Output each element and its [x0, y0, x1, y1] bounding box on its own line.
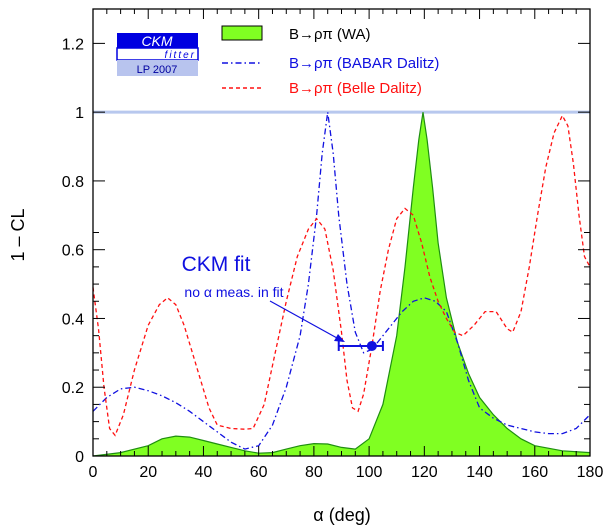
legend-label-wa: B→ρπ (WA) [289, 26, 370, 43]
y-tick-label: 0 [75, 449, 84, 466]
y-axis-title: 1 – CL [8, 208, 28, 261]
x-tick-label: 180 [577, 464, 604, 481]
series-wa-line [92, 112, 591, 457]
logo-subtitle: fitter [165, 50, 196, 61]
y-tick-label: 0.8 [62, 174, 84, 191]
series-wa-area [93, 112, 590, 456]
x-tick-label: 160 [521, 464, 548, 481]
ckm-fit-label: CKM fit [182, 253, 251, 276]
logo-title-box [117, 33, 198, 48]
ckm-fit-point [366, 340, 377, 351]
ckm-fit-arrow [269, 300, 338, 339]
legend-label-belle: B→ρπ (Belle Dalitz) [289, 80, 422, 97]
logo-event-box [117, 60, 198, 76]
ckm-fit-sublabel: no α meas. in fit [184, 284, 283, 300]
legend: B→ρπ (WA) B→ρπ (BABAR Dalitz) B→ρπ (Bell… [221, 25, 439, 97]
y-tick-label: 0.2 [62, 380, 84, 397]
plot-frame [92, 8, 591, 457]
ckm-fit-arrow-head [334, 334, 345, 342]
series-belle-line [92, 114, 591, 437]
x-tick-label: 0 [89, 464, 98, 481]
y-tick-label: 0.6 [62, 243, 84, 260]
legend-swatch-wa [221, 25, 263, 41]
x-axis-title: α (deg) [313, 505, 370, 525]
x-tick-label: 120 [411, 464, 438, 481]
x-tick-label: 80 [305, 464, 323, 481]
logo-title: CKM [141, 33, 172, 49]
ckmfitter-logo: CKM fitter LP 2007 [116, 33, 199, 76]
x-tick-label: 60 [250, 464, 268, 481]
plot-layer: 0 20 40 60 80 100 120 140 160 180 0 0.2 0.4 0.6 0.8 1 1.… [62, 8, 604, 481]
logo-event: LP 2007 [137, 64, 178, 76]
x-tick-label: 20 [139, 464, 157, 481]
series-babar-line [92, 112, 591, 450]
x-tick-label: 40 [195, 464, 213, 481]
y-tick-label: 1.2 [62, 36, 84, 53]
x-tick-label: 140 [466, 464, 493, 481]
y-tick-label: 0.4 [62, 311, 84, 328]
legend-label-babar: B→ρπ (BABAR Dalitz) [289, 55, 439, 72]
x-tick-label: 100 [356, 464, 383, 481]
y-tick-label: 1 [75, 105, 84, 122]
